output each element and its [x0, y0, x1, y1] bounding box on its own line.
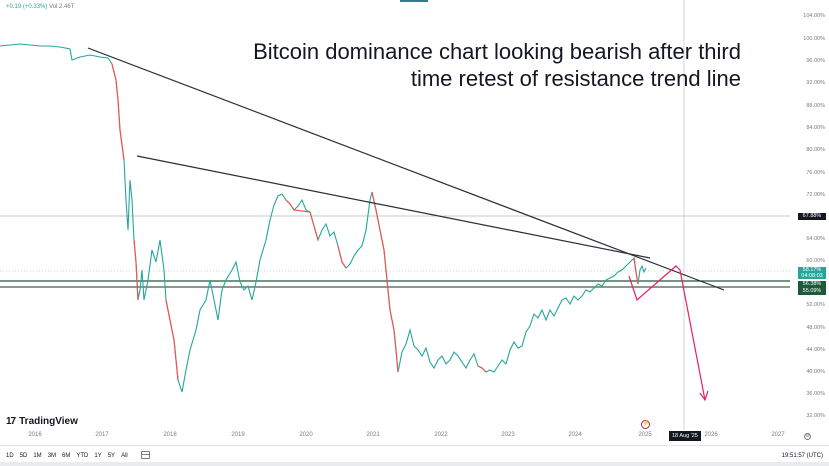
- projection-path[interactable]: [628, 265, 706, 401]
- range-button-all[interactable]: All: [121, 453, 128, 459]
- headline-line-1: Bitcoin dominance chart looking bearish …: [253, 39, 741, 64]
- time-tick: 2017: [95, 432, 109, 438]
- time-tick: 2025: [638, 432, 652, 438]
- price-axis[interactable]: 104.00% 100.00% 96.00% 92.00% 88.00% 84.…: [790, 0, 829, 445]
- price-tick: 76.00%: [806, 170, 825, 176]
- price-tick: 44.00%: [806, 347, 825, 353]
- price-tick: 96.00%: [806, 58, 825, 64]
- time-tick: 2019: [231, 432, 245, 438]
- price-tick: 64.00%: [806, 236, 825, 242]
- range-button-5d[interactable]: 5D: [19, 453, 28, 459]
- time-tick: 2022: [434, 432, 448, 438]
- price-tick: 48.00%: [806, 325, 825, 331]
- price-tick: 32.00%: [806, 413, 825, 419]
- time-tick: 2021: [366, 432, 380, 438]
- tradingview-logo-text: TradingView: [19, 416, 78, 427]
- tradingview-logo-icon: 17: [6, 416, 16, 427]
- current-price-badge: 58.17% 04:08:03: [798, 267, 826, 279]
- lower-resistance-trendline[interactable]: [136, 155, 651, 259]
- time-axis[interactable]: 2016 2017 2018 2019 2020 2021 2022 2023 …: [0, 430, 790, 444]
- headline-line-2: time retest of resistance trend line: [410, 66, 741, 91]
- price-tick: 36.00%: [806, 391, 825, 397]
- time-tick: 2024: [568, 432, 582, 438]
- time-tick: 2020: [299, 432, 313, 438]
- chart-headline: Bitcoin dominance chart looking bearish …: [181, 38, 741, 92]
- price-series: [0, 43, 647, 393]
- projection-arrowhead: [699, 390, 709, 402]
- price-tick: 84.00%: [806, 125, 825, 131]
- range-button-5y[interactable]: 5Y: [107, 453, 116, 459]
- price-tick: 40.00%: [806, 369, 825, 375]
- utc-clock[interactable]: 19:51:57 (UTC): [781, 453, 823, 459]
- range-button-ytd[interactable]: YTD: [76, 453, 89, 459]
- current-price-value: 58.17%: [802, 267, 822, 273]
- change-text: +0.19 (+0.33%): [6, 4, 48, 10]
- price-tick: 104.00%: [803, 13, 825, 19]
- time-tick: 2027: [771, 432, 785, 438]
- price-change-info: +0.19 (+0.33%) Vol 2.46T: [6, 4, 74, 10]
- price-tick: 60.00%: [806, 258, 825, 264]
- gear-icon[interactable]: ⚙: [804, 433, 811, 440]
- time-tick: 2016: [28, 432, 42, 438]
- range-button-6m[interactable]: 6M: [62, 453, 71, 459]
- calendar-icon[interactable]: [141, 451, 150, 459]
- bottom-toolbar: 1D 5D 1M 3M 6M YTD 1Y 5Y All 19:51:57 (U…: [0, 445, 829, 466]
- price-tick: 72.00%: [806, 192, 825, 198]
- bar-countdown: 04:08:03: [801, 273, 823, 279]
- upper-resistance-trendline[interactable]: [87, 47, 725, 291]
- tradingview-logo[interactable]: 17 TradingView: [6, 416, 78, 427]
- price-tick: 92.00%: [806, 80, 825, 86]
- level-high-badge: 56.38%: [798, 281, 826, 288]
- time-tick: 2023: [501, 432, 515, 438]
- horizontal-level-badge: 67.88%: [798, 213, 826, 220]
- flash-icon[interactable]: ⚡: [641, 420, 650, 429]
- range-button-1m[interactable]: 1M: [33, 453, 42, 459]
- range-button-1d[interactable]: 1D: [6, 453, 14, 459]
- price-tick: 100.00%: [803, 36, 825, 42]
- range-button-1y[interactable]: 1Y: [94, 453, 102, 459]
- bottom-shade: [0, 462, 829, 466]
- time-tick: 2018: [163, 432, 177, 438]
- chart-canvas[interactable]: [0, 0, 790, 430]
- price-tick: 88.00%: [806, 103, 825, 109]
- range-button-3m[interactable]: 3M: [47, 453, 57, 459]
- price-tick: 52.00%: [806, 302, 825, 308]
- price-tick: 80.00%: [806, 147, 825, 153]
- time-tick: 2026: [704, 432, 718, 438]
- level-low-badge: 55.09%: [798, 288, 826, 295]
- range-buttons: 1D 5D 1M 3M 6M YTD 1Y 5Y All: [6, 453, 128, 459]
- crosshair-date-label: 18 Aug '25: [669, 431, 701, 441]
- volume-text: Vol 2.46T: [49, 4, 75, 10]
- top-accent-bar: [400, 0, 428, 2]
